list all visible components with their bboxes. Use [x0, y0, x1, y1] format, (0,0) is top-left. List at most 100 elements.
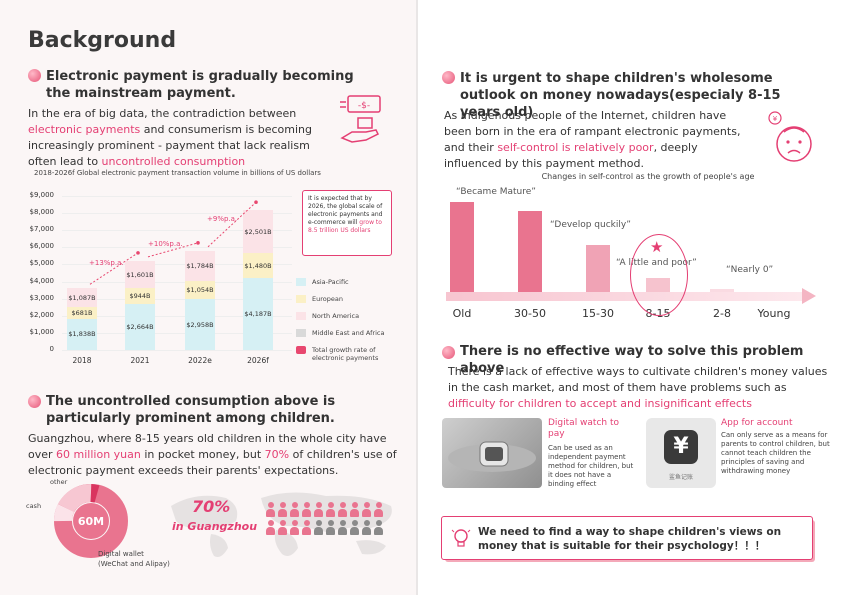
age-label: 15-30: [582, 307, 614, 320]
segment-value-label: $944B: [129, 292, 151, 301]
section1-title: Electronic payment is gradually becoming…: [46, 69, 354, 101]
x-tick-label: 2018: [72, 356, 92, 365]
section1-body: In the era of big data, the contradictio…: [28, 107, 312, 168]
person-icon: [326, 502, 335, 517]
person-icon: [302, 502, 311, 517]
stat-guangzhou: in Guangzhou: [172, 520, 258, 533]
person-icon: [278, 502, 287, 517]
gridline: [62, 281, 292, 283]
digital-watch-image: [442, 418, 542, 488]
section3-body: As indigenous people of the Internet, ch…: [444, 109, 741, 170]
bar-segment: [185, 250, 215, 282]
conclusion-text: We need to find a way to shape children'…: [478, 526, 782, 552]
legend-swatch: [296, 346, 306, 354]
growth-arrow: [89, 252, 139, 285]
right-page: It is urgent to shape children's wholeso…: [418, 0, 842, 595]
stat-70-percent: 70%: [192, 497, 231, 516]
card2-body: Can only serve as a means for parents to…: [721, 431, 830, 475]
y-tick-label: $2,000: [29, 310, 55, 319]
yen-icon: ¥: [664, 430, 698, 464]
growth-rate-label: +10%p.a.: [148, 239, 183, 248]
legend-label: Asia-Pacific: [312, 278, 349, 286]
section-bullet-icon: [28, 69, 41, 82]
bar-segment: [67, 288, 97, 307]
segment-value-label: $4,187B: [244, 310, 272, 319]
bar-segment: [243, 210, 273, 254]
svg-text:-$-: -$-: [358, 101, 370, 111]
section3-title: It is urgent to shape children's wholeso…: [460, 71, 781, 120]
donut-slice-other: [54, 503, 75, 522]
growth-arrow-head: [254, 200, 258, 205]
x-tick-label: 2021: [130, 356, 150, 365]
donut-label-other: other: [50, 478, 68, 486]
gridline: [62, 196, 292, 197]
person-icon: [314, 502, 323, 517]
bar-segment: [185, 281, 215, 300]
card1-title: Digital watch to pay: [548, 418, 620, 439]
person-icon: [290, 520, 299, 535]
person-icon: [266, 502, 275, 517]
person-icon: [374, 502, 383, 517]
person-icon: [290, 502, 299, 517]
person-icon: [278, 520, 287, 535]
bar-annotation: “Develop quckily”: [550, 220, 631, 230]
section-bullet-icon: [442, 71, 455, 84]
bar-segment: [67, 306, 97, 319]
self-control-chart: Old 30-50 15-30 8-15 2-8 Young “Became Mature”…: [418, 180, 842, 320]
pocket-money-donut: 60M: [54, 483, 128, 558]
growth-rate-label: +13%p.a.: [89, 258, 124, 267]
person-icon: [362, 520, 371, 535]
conclusion-box: We need to find a way to shape children'…: [441, 516, 813, 560]
person-icon: [338, 502, 347, 517]
cash-icon: -$-: [340, 95, 381, 143]
bar-segment: [243, 253, 273, 279]
growth-arrow-head: [136, 251, 140, 255]
svg-text:¥: ¥: [773, 115, 778, 123]
section-bullet-icon: [442, 346, 455, 359]
y-tick-label: 0: [49, 345, 54, 353]
legend-label: North America: [312, 312, 360, 320]
crying-child-icon: ¥: [768, 111, 812, 162]
segment-value-label: $1,054B: [186, 286, 214, 295]
people-pictogram: [266, 502, 396, 546]
gridline: [62, 350, 292, 351]
segment-value-label: $1,087B: [68, 293, 96, 302]
person-icon: [338, 520, 347, 535]
y-tick-label: $6,000: [29, 242, 55, 251]
donut-label-cash: cash: [26, 502, 42, 510]
donut-label-digital-sub: (WeChat and Alipay): [98, 560, 170, 568]
y-tick-label: $7,000: [29, 225, 55, 234]
legend-swatch: [296, 278, 306, 286]
legend-label: European: [312, 295, 343, 303]
highlight-ellipse: [630, 234, 688, 316]
stacked-bar-chart: $9,000 $8,000 $7,000 $6,000 $5,000 $4,000 $3,0…: [0, 180, 416, 370]
person-icon: [266, 520, 275, 535]
age-label: Old: [452, 307, 472, 320]
gridline: [62, 264, 292, 266]
segment-value-label: $1,601B: [126, 270, 154, 279]
self-control-bar: [518, 211, 542, 292]
person-icon: [302, 520, 311, 535]
y-tick-label: $3,000: [29, 293, 55, 302]
growth-rate-label: +9%p.a.: [207, 214, 238, 223]
age-axis-arrowhead: [802, 288, 816, 304]
segment-value-label: $1,838B: [68, 330, 96, 339]
bar-segment: [125, 288, 155, 305]
legend-swatch: [296, 329, 306, 337]
person-icon: [350, 520, 359, 535]
section2-title: The uncontrolled consumption above is pa…: [46, 394, 336, 426]
person-icon: [326, 520, 335, 535]
age-label: Young: [757, 307, 791, 320]
age-label: 30-50: [514, 307, 546, 320]
section4-title: There is no effective way to solve this …: [460, 344, 804, 376]
y-tick-label: $5,000: [29, 259, 55, 268]
y-tick-label: $9,000: [29, 191, 55, 199]
legend-swatch: [296, 295, 306, 303]
growth-arrows: [89, 200, 258, 285]
age-axis-arrow: [446, 292, 802, 301]
y-tick-label: $8,000: [29, 208, 55, 217]
section-bullet-icon: [28, 395, 41, 408]
growth-arrow-head: [196, 241, 200, 245]
forecast-callout: It is expected that by 2026, the global …: [302, 190, 392, 256]
legend-label: Middle East and Africa: [312, 329, 385, 337]
